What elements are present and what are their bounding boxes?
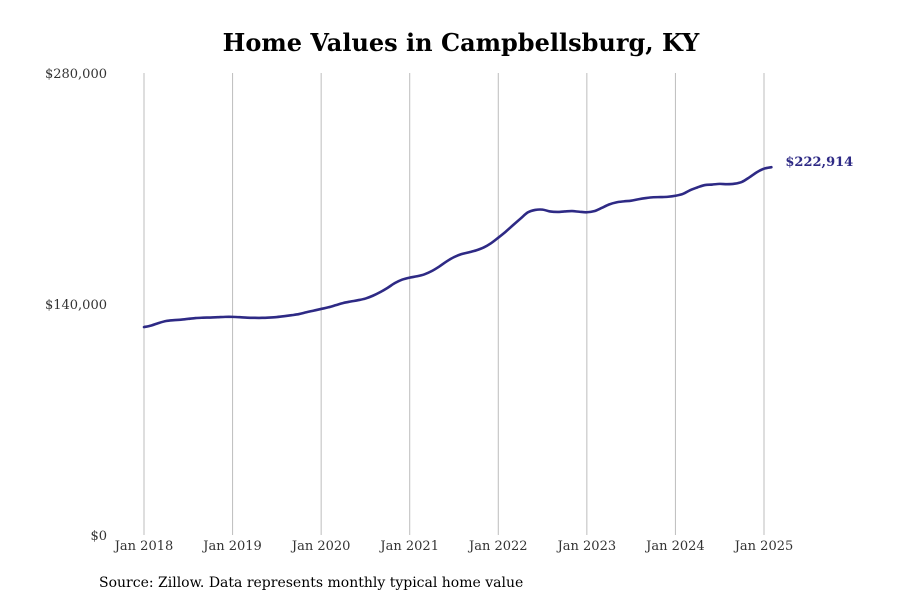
x-gridlines xyxy=(143,73,765,535)
y-tick-label: $280,000 xyxy=(45,67,107,82)
x-tick-label: Jan 2023 xyxy=(556,539,617,554)
x-tick-label: Jan 2024 xyxy=(644,539,705,554)
source-note: Source: Zillow. Data represents monthly … xyxy=(99,575,523,591)
x-axis-ticks: Jan 2018 Jan 2019 Jan 2020 Jan 2021 Jan 2022… xyxy=(113,539,794,554)
x-tick-label: Jan 2022 xyxy=(467,539,528,554)
x-tick-label: Jan 2018 xyxy=(113,539,174,554)
x-tick-label: Jan 2025 xyxy=(733,539,794,554)
x-tick-label: Jan 2021 xyxy=(378,539,439,554)
y-tick-label: $140,000 xyxy=(45,298,107,313)
y-axis-ticks: $0 $140,000 $280,000 xyxy=(45,67,107,544)
home-value-line xyxy=(142,165,773,329)
x-tick-label: Jan 2019 xyxy=(201,539,262,554)
chart-title: Home Values in Campbellsburg, KY xyxy=(223,28,701,57)
y-tick-label: $0 xyxy=(90,529,107,544)
end-value-label: $222,914 xyxy=(785,155,853,170)
x-tick-label: Jan 2020 xyxy=(290,539,351,554)
